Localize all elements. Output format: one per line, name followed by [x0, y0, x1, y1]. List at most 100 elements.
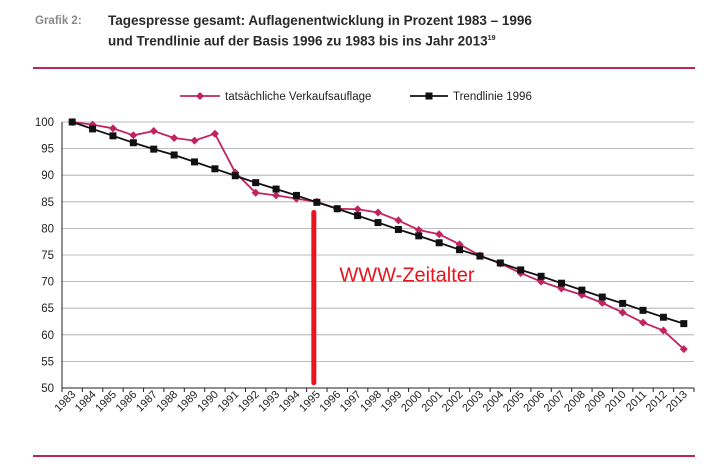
data-point-actual-1998: [374, 208, 382, 217]
data-point-actual-2000: [414, 225, 423, 234]
data-point-actual-1989: [190, 136, 199, 145]
x-tick-label-1983: 1983: [53, 389, 79, 415]
caption-title-line-2: und Trendlinie auf der Basis 1996 zu 198…: [108, 30, 668, 51]
x-tick-label-2000: 2000: [399, 389, 425, 415]
data-point-actual-1993: [272, 191, 281, 200]
x-tick-label-1997: 1997: [338, 389, 364, 415]
data-point-actual-2009: [598, 298, 607, 307]
x-tick-label-1985: 1985: [93, 389, 119, 415]
data-point-actual-1990: [210, 129, 219, 138]
rule-top: [33, 67, 695, 69]
x-tick-label-2002: 2002: [440, 389, 466, 415]
legend-label-actual: tatsächliche Verkaufsauflage: [225, 91, 371, 103]
caption-title-line-2-text: und Trendlinie auf der Basis 1996 zu 198…: [108, 33, 488, 49]
x-tick-label-1987: 1987: [134, 389, 160, 415]
data-point-trend-2009: [598, 293, 606, 301]
annotation-layer: WWW-Zeitalter: [311, 209, 475, 386]
data-point-trend-2008: [578, 286, 586, 294]
data-point-trend-2013: [680, 320, 688, 328]
rule-bottom: [33, 455, 695, 457]
x-tick-label-1992: 1992: [236, 389, 262, 415]
data-point-actual-2011: [639, 318, 648, 327]
caption-title: Tagespresse gesamt: Auflagenentwicklung …: [108, 12, 668, 51]
x-tick-label-2009: 2009: [583, 389, 609, 415]
series-line-actual: [72, 121, 685, 350]
data-point-trend-2007: [557, 279, 565, 287]
x-tick-label-1995: 1995: [297, 389, 323, 415]
data-point-trend-1989: [191, 158, 199, 166]
y-tick-label-50: 50: [41, 383, 54, 395]
data-point-trend-2005: [517, 266, 525, 274]
y-tick-label-65: 65: [41, 303, 54, 315]
data-point-trend-1988: [170, 151, 178, 159]
data-point-actual-2013: [679, 345, 688, 354]
x-tick-label-2005: 2005: [501, 389, 527, 415]
legend-label-trend: Trendlinie 1996: [453, 91, 532, 103]
legend: tatsächliche Verkaufsauflage Trendlinie 1…: [180, 91, 532, 103]
data-point-trend-1991: [231, 172, 239, 180]
x-tick-label-2010: 2010: [603, 389, 629, 415]
y-tick-label-85: 85: [41, 197, 54, 209]
data-point-trend-1983: [68, 118, 76, 126]
caption-title-line-1: Tagespresse gesamt: Auflagenentwicklung …: [108, 13, 532, 28]
x-tick-label-1998: 1998: [358, 389, 384, 415]
data-point-actual-1985: [108, 124, 117, 133]
caption-footnote: 19: [487, 35, 496, 42]
x-tick-label-2012: 2012: [644, 389, 670, 415]
data-point-trend-2012: [659, 313, 667, 321]
data-point-actual-2001: [435, 230, 444, 239]
x-tick-label-1990: 1990: [195, 389, 221, 415]
data-point-trend-1984: [89, 125, 97, 133]
data-point-trend-1987: [150, 145, 158, 153]
x-tick-label-2008: 2008: [562, 389, 588, 415]
x-tick-label-2011: 2011: [624, 389, 649, 414]
data-point-trend-2001: [435, 239, 443, 247]
y-axis: 100 95 90 85 80 75 70 65 60 55 50: [35, 117, 63, 395]
data-point-trend-1990: [211, 165, 219, 173]
data-point-trend-1997: [354, 212, 362, 220]
legend-diamond-icon: [196, 92, 204, 100]
x-tick-label-1986: 1986: [114, 389, 140, 415]
x-tick-label-1994: 1994: [277, 389, 303, 415]
y-tick-label-60: 60: [41, 330, 54, 342]
data-point-actual-1999: [394, 216, 403, 225]
data-point-trend-1996: [333, 205, 341, 213]
legend-item-trend: Trendlinie 1996: [410, 91, 532, 103]
series-trend: [68, 118, 688, 328]
x-tick-label-2001: 2001: [419, 389, 445, 415]
caption-label: Grafik 2:: [35, 15, 82, 27]
x-tick-label-1988: 1988: [154, 389, 180, 415]
x-tick-label-2007: 2007: [542, 389, 568, 415]
data-point-trend-2010: [619, 299, 627, 307]
x-tick-label-2013: 2013: [664, 389, 690, 415]
data-point-actual-2012: [659, 326, 668, 335]
data-point-trend-1993: [272, 185, 280, 193]
y-tick-label-90: 90: [41, 170, 54, 182]
data-point-trend-1995: [313, 198, 321, 206]
x-tick-label-1996: 1996: [318, 389, 344, 415]
x-tick-label-1991: 1991: [216, 389, 242, 415]
annotation-text: WWW-Zeitalter: [339, 264, 475, 286]
data-point-trend-1994: [292, 191, 300, 199]
series-layer: [68, 118, 688, 354]
y-tick-label-55: 55: [41, 356, 54, 368]
data-point-trend-1985: [109, 132, 117, 140]
x-tick-label-1993: 1993: [256, 389, 282, 415]
x-tick-label-1989: 1989: [175, 389, 201, 415]
data-point-actual-2010: [618, 308, 627, 317]
y-tick-label-75: 75: [41, 250, 54, 262]
data-point-trend-2011: [639, 306, 647, 314]
x-tick-label-2006: 2006: [521, 389, 547, 415]
x-axis: 1983198419851986198719881989199019911992…: [53, 387, 695, 415]
grid: [62, 121, 694, 389]
data-point-actual-1986: [129, 131, 138, 140]
data-point-trend-2000: [415, 232, 423, 240]
data-point-actual-1997: [353, 205, 362, 214]
x-tick-label-1999: 1999: [379, 389, 405, 415]
data-point-trend-1999: [394, 225, 402, 233]
data-point-actual-1992: [251, 188, 260, 197]
data-point-trend-1986: [129, 139, 137, 147]
legend-square-icon: [425, 92, 433, 100]
x-tick-label-2003: 2003: [460, 389, 486, 415]
